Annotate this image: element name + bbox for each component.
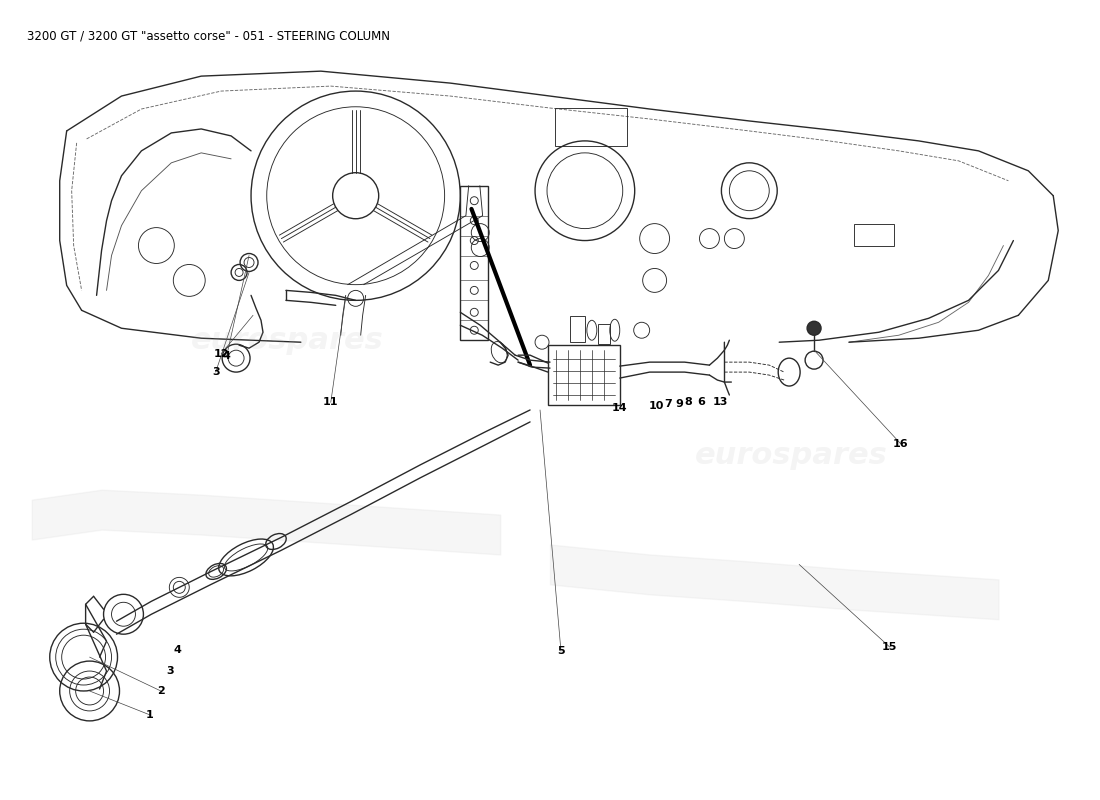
Bar (854, 224, 894, 246)
Circle shape (807, 322, 821, 335)
Text: 4: 4 (222, 351, 231, 361)
Bar (556, 108, 627, 146)
Text: 15: 15 (882, 642, 898, 652)
Text: 6: 6 (697, 397, 705, 406)
Bar (597, 324, 609, 344)
Text: 3: 3 (212, 367, 220, 377)
Text: 14: 14 (612, 403, 627, 413)
Bar (570, 316, 585, 342)
Text: 4: 4 (174, 645, 182, 654)
Text: 8: 8 (684, 397, 692, 406)
Text: 12: 12 (213, 349, 229, 358)
Text: 1: 1 (146, 710, 154, 720)
Text: 11: 11 (323, 398, 339, 407)
Text: 7: 7 (664, 399, 672, 409)
Text: 2: 2 (157, 686, 165, 696)
Text: eurospares: eurospares (190, 326, 383, 354)
Text: eurospares: eurospares (695, 442, 888, 470)
Text: 3200 GT / 3200 GT "assetto corse" - 051 - STEERING COLUMN: 3200 GT / 3200 GT "assetto corse" - 051 … (26, 30, 389, 42)
Bar (460, 186, 488, 340)
Text: 3: 3 (166, 666, 174, 676)
Text: 9: 9 (675, 399, 683, 409)
Text: 16: 16 (893, 439, 909, 449)
Text: 10: 10 (649, 402, 664, 411)
Bar (548, 345, 619, 405)
Text: 13: 13 (712, 397, 727, 406)
Text: 5: 5 (557, 646, 564, 656)
